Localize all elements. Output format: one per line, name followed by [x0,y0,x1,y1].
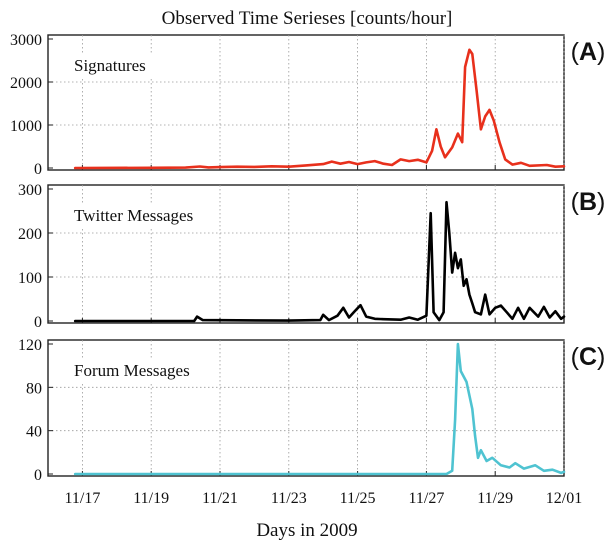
panel-name: Signatures [74,56,146,75]
y-tick-label: 200 [18,226,42,243]
y-tick-label: 0 [34,161,42,178]
x-tick-label: 11/27 [408,490,444,507]
series-line-b [73,200,566,323]
x-tick-label: 12/01 [546,490,582,507]
y-tick-label: 3000 [10,32,42,49]
panel-name-backdrop [68,53,162,78]
panels: 0 1000 2000 3000 Signatures (A) 0 100 200 300 Twit… [10,32,605,484]
panel-letter: (B) [571,188,606,216]
panel-name: Twitter Messages [74,206,193,225]
x-axis-label: Days in 2009 [256,520,357,541]
panel-name-backdrop [68,358,197,383]
panel-b: 0 100 200 300 Twitter Messages (B) [18,182,605,331]
y-tick-label: 1000 [10,118,42,135]
panel-c: 0 40 80 120 Forum Messages (C) [18,337,605,484]
panel-name-backdrop [68,203,214,228]
y-tick-label: 300 [18,182,42,199]
y-tick-label: 40 [26,424,42,441]
y-tick-label: 120 [18,337,42,354]
x-tick-label: 11/17 [64,490,100,507]
y-tick-label: 2000 [10,75,42,92]
y-tick-label: 80 [26,380,42,397]
x-tick-labels: 11/17 11/19 11/21 11/23 11/25 11/27 11/29 12/01 [64,490,582,507]
panel-letter: (C) [571,343,606,371]
series-line-a [73,48,566,170]
y-tick-label: 0 [34,314,42,331]
series-line-c [73,342,566,476]
x-tick-label: 11/23 [271,490,307,507]
y-tick-label: 0 [34,467,42,484]
panel-name: Forum Messages [74,361,190,380]
panel-a: 0 1000 2000 3000 Signatures (A) [10,32,605,178]
x-tick-label: 11/21 [202,490,238,507]
x-tick-label: 11/29 [477,490,513,507]
chart-title: Observed Time Serieses [counts/hour] [162,8,453,29]
y-tick-label: 100 [18,270,42,287]
x-tick-label: 11/19 [133,490,169,507]
x-tick-label: 11/25 [340,490,376,507]
panel-letter: (A) [571,38,606,66]
